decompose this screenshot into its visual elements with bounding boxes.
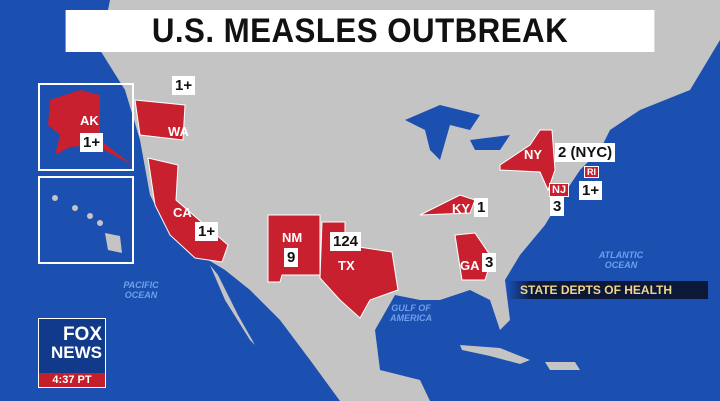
hawaii-shape [52,195,122,253]
count-ky: 1 [474,198,489,217]
logo-fox: FOX [62,324,102,345]
count-ny: 2 (NYC) [555,143,616,162]
state-ky [419,194,476,216]
hispaniola [545,362,580,370]
alaska-inset: AK 1+ [38,83,134,171]
label-ga: GA [460,258,480,273]
label-ky: KY [452,201,471,216]
state-wa [134,99,186,141]
count-wa: 1+ [172,76,196,95]
logo-news: NEWS [51,343,102,362]
label-nm: NM [282,230,303,245]
state-ny [499,129,556,192]
count-ca: 1+ [195,222,219,241]
atlantic-ocean-label: ATLANTIC OCEAN [598,250,644,270]
label-ny: NY [524,147,543,162]
alaska-shape [48,90,132,165]
great-lakes [405,105,510,160]
page-title: U.S. MEASLES OUTBREAK [65,10,655,52]
count-ga: 3 [482,253,497,272]
broadcast-time: 4:37 PT [39,373,105,387]
baja-peninsula [210,265,255,345]
count-nm: 9 [284,248,299,267]
cuba [460,345,530,364]
fox-news-logo: FOX NEWS 4:37 PT [38,318,106,388]
count-ak: 1+ [80,133,104,152]
count-ri: 1+ [579,181,603,200]
source-banner: STATE DEPTS OF HEALTH [508,281,708,299]
hawaii-inset [38,176,134,264]
label-wa: WA [168,124,189,139]
gulf-label: GULF OF AMERICA [390,303,432,323]
label-tx: TX [338,258,355,273]
north-america-land [100,0,720,401]
count-nj: 3 [550,197,565,216]
label-nj: NJ [549,183,570,197]
label-ca: CA [173,205,192,220]
pacific-ocean-label: PACIFIC OCEAN [123,280,159,300]
label-ak: AK [80,113,99,128]
count-tx: 124 [330,232,362,251]
label-ri: RI [584,166,599,178]
